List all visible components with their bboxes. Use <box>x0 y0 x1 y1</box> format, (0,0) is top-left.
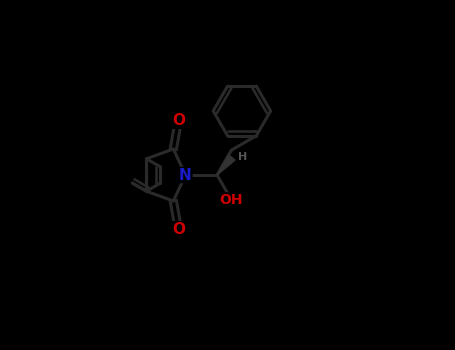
Text: H: H <box>238 152 248 162</box>
Text: OH: OH <box>220 193 243 207</box>
Text: O: O <box>172 222 185 237</box>
Text: N: N <box>179 168 192 182</box>
Text: O: O <box>172 113 185 128</box>
Polygon shape <box>217 155 235 175</box>
